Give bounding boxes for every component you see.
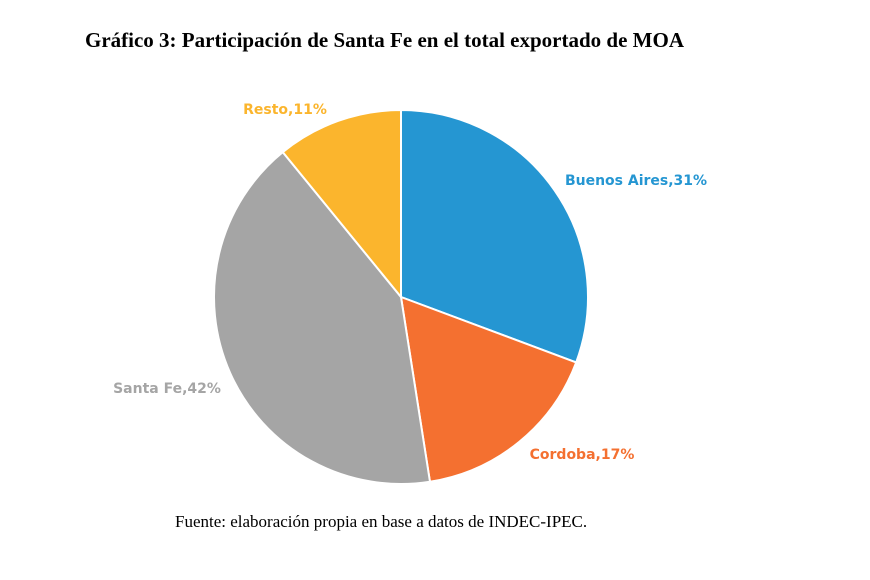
data-label-resto: Resto,11% xyxy=(243,102,327,118)
data-label-cordoba: Cordoba,17% xyxy=(530,447,635,463)
pie-slices xyxy=(213,108,589,485)
pie-slice-santa-fe xyxy=(213,150,432,485)
data-label-santa-fe: Santa Fe,42% xyxy=(113,381,221,397)
slice-labels: Buenos Aires,31% Cordoba,17% Santa Fe,42% R… xyxy=(113,102,707,463)
chart-source: Fuente: elaboración propia en base a dat… xyxy=(175,512,588,531)
pie-slice-cordoba xyxy=(399,295,578,483)
chart-title: Gráfico 3: Participación de Santa Fe en … xyxy=(85,28,684,52)
pie-slice-resto xyxy=(281,108,402,300)
pie-slice-buenos-aires xyxy=(400,108,589,364)
data-label-buenos-aires: Buenos Aires,31% xyxy=(565,173,707,189)
